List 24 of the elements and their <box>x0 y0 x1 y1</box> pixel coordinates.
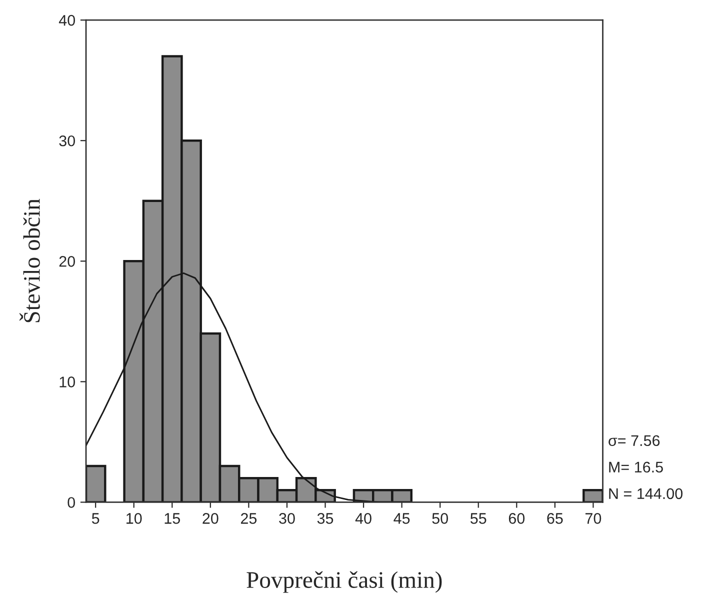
y-tick-label: 30 <box>59 135 75 146</box>
x-tick-label: 65 <box>547 513 563 524</box>
text: N = 144.00 <box>609 488 683 500</box>
x-tick-label: 10 <box>126 513 142 524</box>
x-tick-label: 45 <box>394 513 410 524</box>
y-tick-label: 40 <box>58 14 75 26</box>
y-tick-label: 0 <box>68 497 75 508</box>
y-tick-label: 10 <box>60 376 75 388</box>
x-tick-label: 25 <box>240 513 257 524</box>
x-tick-label: 40 <box>355 513 372 524</box>
x-tick-label: 60 <box>508 513 525 524</box>
y-tick-label: 20 <box>59 256 75 267</box>
x-tick-label: 15 <box>164 513 180 524</box>
x-tick-label: 5 <box>92 513 100 524</box>
x-tick-label: 70 <box>585 513 602 524</box>
x-axis-title: Povprečni časi (min) <box>246 571 442 593</box>
x-tick-label: 30 <box>279 513 295 524</box>
text: σ= 7.56 <box>608 435 660 446</box>
x-tick-label: 35 <box>317 513 334 524</box>
x-tick-label: 55 <box>470 513 486 524</box>
y-axis-title: Število občin <box>19 198 40 322</box>
text: M= 16.5 <box>609 462 663 473</box>
x-tick-label: 20 <box>202 513 218 524</box>
x-tick-label: 50 <box>432 513 448 524</box>
